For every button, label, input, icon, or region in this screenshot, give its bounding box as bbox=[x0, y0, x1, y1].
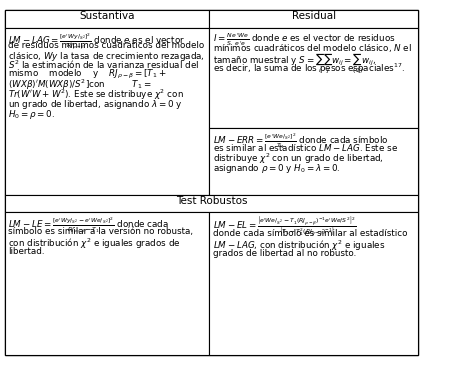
Text: libertad.: libertad. bbox=[9, 247, 45, 256]
Bar bbox=[209, 212, 418, 355]
Text: un grado de libertad, asignando $\lambda=0$ y: un grado de libertad, asignando $\lambda… bbox=[9, 98, 183, 111]
Bar bbox=[4, 28, 209, 195]
Text: de residuos mínimos cuadráticos del modelo: de residuos mínimos cuadráticos del mode… bbox=[9, 41, 205, 50]
Text: Test Robustos: Test Robustos bbox=[176, 196, 247, 206]
Text: es similar al estadístico $LM-LAG$. Este se: es similar al estadístico $LM-LAG$. Este… bbox=[213, 142, 398, 153]
Text: $S^2$ la estimación de la varianza residual del: $S^2$ la estimación de la varianza resid… bbox=[9, 59, 200, 71]
Text: asignando $\rho=0$ y $H_0=\lambda=0.$: asignando $\rho=0$ y $H_0=\lambda=0.$ bbox=[213, 162, 340, 175]
Text: clásico, $Wy$ la tasa de crecimiento rezagada,: clásico, $Wy$ la tasa de crecimiento rez… bbox=[9, 50, 205, 63]
Bar bbox=[4, 10, 209, 28]
Text: $LM-LAG=\frac{\left[e'Wy/_{S^2}\right]^2}{RJ_{\rho-\beta}}$ donde $e$ es el vect: $LM-LAG=\frac{\left[e'Wy/_{S^2}\right]^2… bbox=[9, 31, 185, 52]
Text: tamaño muestral y $S=\sum_i\sum_j w_{ij}=\sum_{(2)} w_{ij}$,: tamaño muestral y $S=\sum_i\sum_j w_{ij}… bbox=[213, 52, 376, 76]
Bar bbox=[4, 212, 209, 355]
Text: $LM-LE=\frac{\left[e'Wy/_{S^2}-e'We/_{S^2}\right]^2}{RJ_{\rho=\beta}-T_1}$ donde: $LM-LE=\frac{\left[e'Wy/_{S^2}-e'We/_{S^… bbox=[9, 215, 170, 236]
Text: es decir, la suma de los pesos espaciales$^{17}$.: es decir, la suma de los pesos espaciale… bbox=[213, 62, 405, 76]
Text: con distribución $\chi^2$ e iguales grados de: con distribución $\chi^2$ e iguales grad… bbox=[9, 237, 181, 251]
Bar bbox=[209, 10, 418, 28]
Text: $I=\frac{N}{S}\frac{e'We}{e'e}$ donde $e$ es el vector de residuos: $I=\frac{N}{S}\frac{e'We}{e'e}$ donde $e… bbox=[213, 31, 396, 48]
Text: $LM-ERR=\frac{\left[e'We/_{S^2}\right]^2}{T_1}$ donde cada símbolo: $LM-ERR=\frac{\left[e'We/_{S^2}\right]^2… bbox=[213, 131, 388, 151]
Text: $(WX\beta)'M(WX\beta)/S^2]$con          $T_1=$: $(WX\beta)'M(WX\beta)/S^2]$con $T_1=$ bbox=[9, 78, 152, 92]
Text: Sustantiva: Sustantiva bbox=[79, 11, 135, 21]
Bar bbox=[209, 28, 418, 128]
Bar bbox=[4, 195, 418, 212]
Text: mínimos cuadráticos del modelo clásico, $N$ el: mínimos cuadráticos del modelo clásico, … bbox=[213, 42, 412, 54]
Text: $H_0=\rho=0.$: $H_0=\rho=0.$ bbox=[9, 108, 56, 121]
Text: donde cada símbolo es similar al estadístico: donde cada símbolo es similar al estadís… bbox=[213, 229, 407, 238]
Text: Residual: Residual bbox=[291, 11, 336, 21]
Text: mismo    modelo    y    $RJ_{\rho-\beta}=[T_1+$: mismo modelo y $RJ_{\rho-\beta}=[T_1+$ bbox=[9, 68, 167, 81]
Text: $LM-LAG$, con distribución $\chi^2$ e iguales: $LM-LAG$, con distribución $\chi^2$ e ig… bbox=[213, 239, 385, 254]
Bar bbox=[209, 128, 418, 195]
Text: grados de libertad al no robusto.: grados de libertad al no robusto. bbox=[213, 249, 356, 258]
Text: $LM-EL=\frac{\left[e'We/_{S^2}-T_1(RJ_{\rho-\beta})^{-1}e'We/S^2\right]^2}{\left: $LM-EL=\frac{\left[e'We/_{S^2}-T_1(RJ_{\… bbox=[213, 215, 356, 238]
Text: $Tr(W'W+W^2)$. Este se distribuye $\chi^2$ con: $Tr(W'W+W^2)$. Este se distribuye $\chi^… bbox=[9, 88, 184, 103]
Text: distribuye $\chi^2$ con un grado de libertad,: distribuye $\chi^2$ con un grado de libe… bbox=[213, 152, 383, 166]
Text: símbolo es similar a la versión no robusta,: símbolo es similar a la versión no robus… bbox=[9, 227, 194, 236]
